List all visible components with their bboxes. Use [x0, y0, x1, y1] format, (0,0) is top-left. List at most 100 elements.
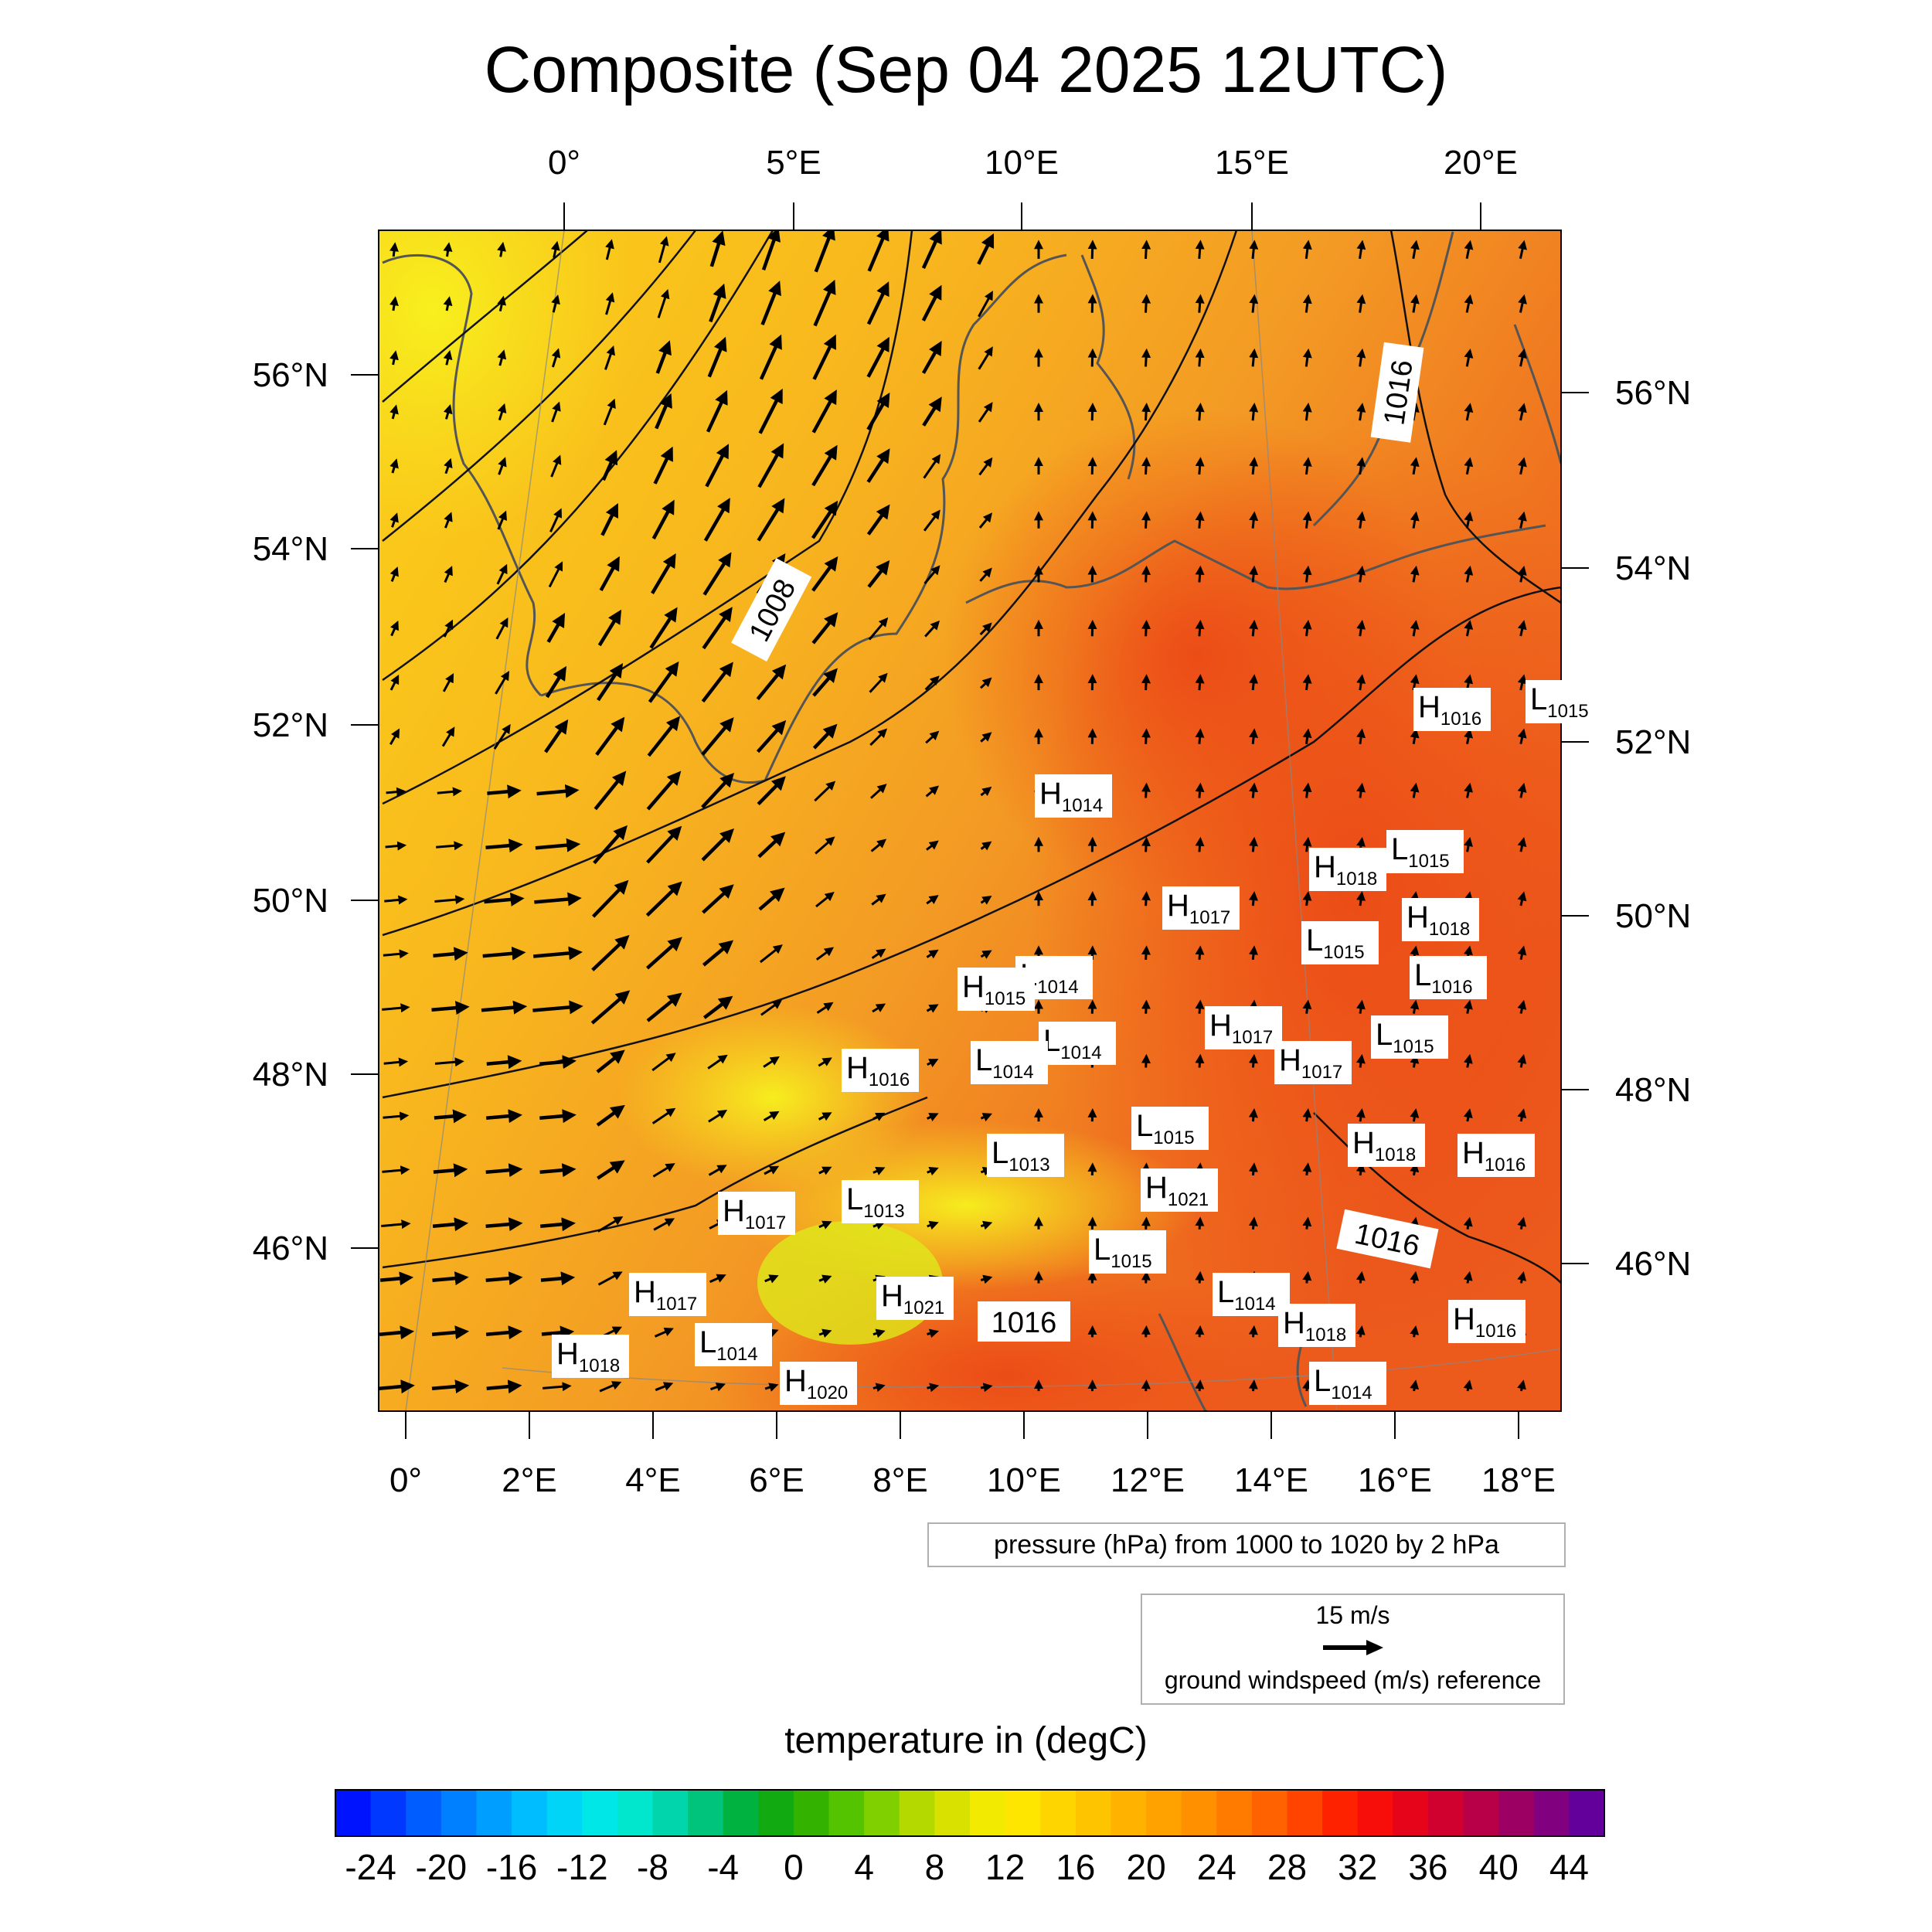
pressure-center-kind: L	[846, 1182, 863, 1216]
wind-arrow-icon	[1410, 728, 1420, 744]
colorbar-swatch	[476, 1790, 512, 1836]
colorbar-title: temperature in (degC)	[784, 1720, 1148, 1761]
wind-arrow-icon	[813, 279, 836, 327]
pressure-center-value: 1014	[1062, 795, 1103, 816]
wind-arrow-icon	[596, 1049, 625, 1073]
wind-reference-legend: 15 m/s ground windspeed (m/s) reference	[1141, 1594, 1565, 1705]
colorbar-swatch	[1216, 1790, 1253, 1836]
wind-arrow-icon	[1087, 457, 1097, 475]
wind-arrow-icon	[871, 948, 886, 959]
wind-arrow-icon	[597, 609, 622, 647]
wind-arrow-icon	[651, 1107, 676, 1124]
wind-arrow-icon	[763, 1056, 780, 1068]
wind-arrow-icon	[1302, 1379, 1312, 1392]
wind-arrow-icon	[1087, 403, 1097, 421]
pressure-center-kind: L	[1136, 1109, 1153, 1143]
wind-arrow-icon	[1195, 782, 1205, 798]
wind-arrow-icon	[867, 560, 890, 588]
wind-arrow-icon	[1249, 294, 1259, 313]
pressure-center-value: 1017	[745, 1213, 786, 1233]
wind-arrow-icon	[1141, 891, 1151, 906]
pressure-center-value: 1015	[1408, 851, 1449, 872]
left-axis-label: 48°N	[253, 1056, 328, 1094]
pressure-center-kind: H	[556, 1337, 579, 1371]
wind-arrow-icon	[1195, 565, 1205, 583]
wind-arrow-icon	[866, 448, 890, 483]
wind-arrow-icon	[1355, 1162, 1366, 1176]
colorbar-label: -16	[486, 1847, 537, 1887]
wind-arrow-icon	[1463, 1108, 1473, 1122]
pressure-center-kind: H	[1283, 1306, 1305, 1340]
wind-arrow-icon	[653, 1218, 675, 1231]
wind-arrow-icon	[1410, 294, 1420, 313]
wind-arrow-icon	[1141, 294, 1151, 313]
pressure-center-value: 1013	[1009, 1155, 1049, 1175]
pressure-center-value: 1015	[1153, 1128, 1194, 1148]
pressure-center-kind: L	[1414, 958, 1431, 992]
wind-arrow-icon	[702, 884, 734, 914]
colorbar-swatch	[899, 1790, 935, 1836]
wind-arrow-icon	[1355, 1325, 1366, 1338]
pressure-center-value: 1021	[903, 1298, 944, 1318]
wind-arrow-icon	[433, 1163, 468, 1178]
wind-arrow-icon	[708, 1165, 727, 1176]
wind-arrow-icon	[1464, 565, 1474, 583]
low-pressure-marker: L1014	[695, 1323, 772, 1366]
wind-arrow-icon	[1195, 240, 1205, 260]
wind-arrow-icon	[709, 283, 726, 323]
wind-arrow-icon	[1302, 620, 1312, 637]
high-pressure-marker: H1021	[876, 1277, 954, 1320]
wind-arrow-icon	[1087, 348, 1097, 367]
wind-arrow-icon	[980, 732, 992, 743]
low-pressure-marker: L1014	[1309, 1362, 1386, 1405]
wind-arrow-icon	[707, 1054, 728, 1070]
wind-arrow-icon	[1463, 1379, 1473, 1392]
wind-arrow-icon	[760, 281, 781, 326]
wind-arrow-icon	[1249, 782, 1259, 798]
colorbar-swatch	[1075, 1790, 1111, 1836]
colorbar-swatch	[1287, 1790, 1323, 1836]
wind-arrow-icon	[436, 841, 464, 851]
low-pressure-marker: L1014	[1213, 1273, 1290, 1316]
wind-arrow-icon	[926, 949, 939, 959]
wind-arrow-icon	[1517, 1216, 1527, 1230]
wind-arrow-icon	[648, 661, 679, 703]
wind-arrow-icon	[535, 838, 581, 852]
wind-arrow-icon	[926, 1004, 939, 1013]
colorbar-swatch	[1111, 1790, 1147, 1836]
wind-arrow-icon	[1141, 999, 1151, 1014]
wind-arrow-icon	[1518, 294, 1527, 313]
right-axis-labels: 56°N 54°N 52°N 50°N 48°N 46°N	[1615, 374, 1691, 1283]
wind-arrow-icon	[1195, 999, 1205, 1014]
wind-arrow-icon	[921, 284, 942, 321]
wind-arrow-icon	[1518, 240, 1527, 260]
wind-arrow-icon	[647, 716, 681, 757]
wind-arrow-icon	[706, 389, 728, 433]
svg-text:L1013: L1013	[992, 1136, 1050, 1175]
wind-arrow-icon	[1356, 674, 1366, 691]
wind-arrow-icon	[1356, 782, 1366, 798]
wind-arrow-icon	[1356, 620, 1366, 637]
wind-arrow-icon	[869, 672, 888, 693]
colorbar-label: -20	[416, 1847, 467, 1887]
pressure-center-kind: L	[975, 1043, 992, 1077]
right-axis-label: 46°N	[1615, 1245, 1691, 1283]
low-pressure-marker: L1015	[1301, 921, 1379, 964]
wind-arrow-icon	[980, 950, 992, 959]
wind-arrow-icon	[1141, 836, 1151, 852]
wind-arrow-icon	[977, 233, 995, 265]
low-pressure-marker: L1014	[971, 1041, 1048, 1084]
wind-arrow-icon	[1517, 566, 1527, 583]
wind-arrow-icon	[1356, 728, 1366, 745]
wind-arrow-icon	[1410, 1108, 1420, 1122]
svg-text:H1017: H1017	[1209, 1009, 1273, 1048]
svg-text:H1021: H1021	[1145, 1171, 1209, 1210]
wind-arrow-icon	[1141, 565, 1151, 583]
wind-arrow-icon	[1087, 294, 1097, 313]
colorbar-frame	[335, 1789, 1605, 1837]
temperature-colorbar	[335, 1789, 1605, 1837]
low-pressure-marker: L1015	[1371, 1015, 1448, 1059]
wind-arrow-icon	[379, 1379, 415, 1394]
wind-arrow-icon	[1087, 240, 1097, 259]
wind-arrow-icon	[1410, 1162, 1420, 1176]
